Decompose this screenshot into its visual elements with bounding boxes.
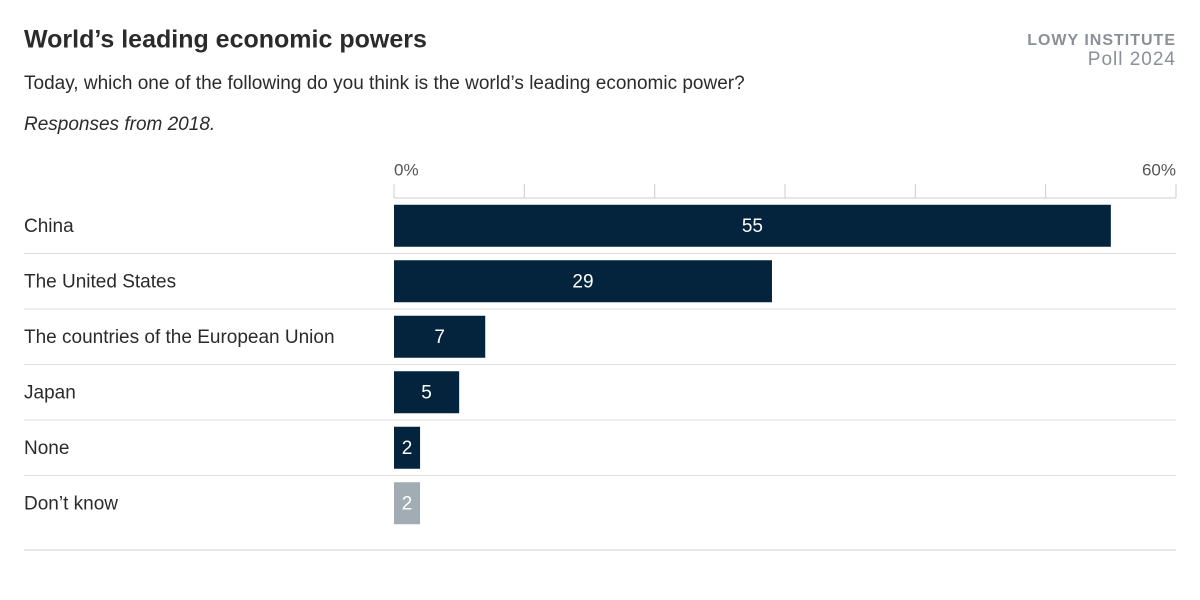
- bar: [394, 315, 486, 358]
- value-label: 2: [402, 438, 413, 459]
- category-label: Japan: [24, 382, 76, 403]
- category-label: The United States: [24, 271, 176, 292]
- chart-subtitle: Today, which one of the following do you…: [24, 73, 745, 94]
- category-label: Don’t know: [24, 493, 118, 514]
- value-label: 29: [572, 271, 593, 292]
- value-label: 7: [434, 327, 445, 348]
- value-label: 55: [742, 216, 763, 237]
- bar: [394, 371, 460, 414]
- bar: [394, 482, 421, 525]
- category-label: The countries of the European Union: [24, 327, 335, 348]
- category-label: None: [24, 438, 69, 459]
- chart-note: Responses from 2018.: [24, 114, 215, 135]
- brand-sub: Poll 2024: [1088, 49, 1176, 70]
- chart-title: World’s leading economic powers: [24, 26, 427, 54]
- value-label: 2: [402, 493, 413, 514]
- bar: [394, 204, 1111, 247]
- category-label: China: [24, 216, 74, 237]
- bar: [394, 426, 421, 469]
- bar: [394, 260, 772, 303]
- value-label: 5: [421, 382, 432, 403]
- x-tick-label: 0%: [394, 160, 419, 179]
- brand: LOWY INSTITUTE: [1027, 32, 1176, 49]
- x-tick-label: 60%: [1142, 160, 1176, 179]
